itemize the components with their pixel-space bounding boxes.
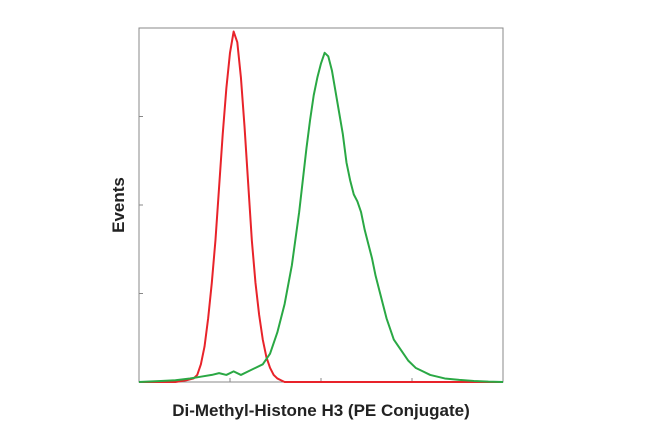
y-axis-title: Events <box>109 177 128 233</box>
y-axis-ticks <box>139 27 143 383</box>
series-line-1 <box>138 51 504 383</box>
series-line-0 <box>139 30 503 383</box>
plot-frame <box>138 27 504 383</box>
x-axis-title: Di-Methyl-Histone H3 (PE Conjugate) <box>172 401 470 420</box>
series-layer <box>138 30 504 383</box>
